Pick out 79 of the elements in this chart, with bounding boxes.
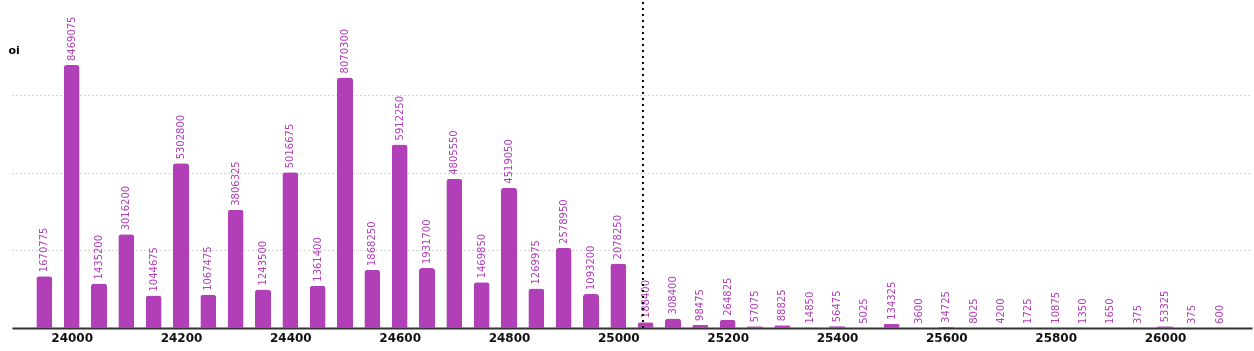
data-label: 5025 <box>858 298 870 324</box>
data-label: 4519050 <box>503 139 514 184</box>
data-label: 8025 <box>967 298 979 324</box>
x-tick-label: 24400 <box>269 330 312 345</box>
data-label: 1350 <box>1077 298 1088 324</box>
x-tick-label: 25800 <box>1035 330 1078 345</box>
data-label: 3600 <box>913 298 924 324</box>
data-label: 1650 <box>1104 298 1116 324</box>
data-label: 375 <box>1131 304 1143 324</box>
data-label: 3806325 <box>229 161 241 206</box>
bar <box>255 289 271 328</box>
bar <box>446 178 463 328</box>
x-tick-label: 25400 <box>816 330 859 345</box>
bar <box>528 288 545 328</box>
bar <box>364 270 381 328</box>
bar <box>610 263 627 328</box>
bar <box>145 295 162 328</box>
data-label: 1469850 <box>475 233 487 279</box>
data-label: 600 <box>1213 304 1225 324</box>
data-label: 1931700 <box>421 219 432 265</box>
data-label: 1243500 <box>257 240 268 286</box>
x-tick-label: 24600 <box>379 330 422 345</box>
bar <box>473 282 490 328</box>
y-axis-title: oi <box>8 43 20 57</box>
bar <box>501 187 517 328</box>
data-label: 134325 <box>885 281 897 320</box>
data-label: 5016675 <box>284 123 296 169</box>
data-label: 10875 <box>1049 291 1061 324</box>
data-label: 5302800 <box>175 114 186 160</box>
data-label: 1725 <box>1022 298 1034 324</box>
data-label: 8469075 <box>65 16 77 62</box>
data-label: 188400 <box>639 279 651 319</box>
data-label: 1269975 <box>530 240 542 285</box>
x-tick-label: 25600 <box>925 330 968 345</box>
bar <box>391 144 408 328</box>
data-label: 8070300 <box>339 28 350 74</box>
bar <box>692 324 709 328</box>
data-label: 1670775 <box>38 227 50 273</box>
data-label: 56475 <box>831 290 842 323</box>
data-label: 34725 <box>940 291 952 323</box>
data-label: 264825 <box>721 277 733 316</box>
bar <box>227 209 244 328</box>
bar <box>419 268 435 328</box>
data-label: 375 <box>1186 304 1198 324</box>
data-label: 1044675 <box>147 247 159 292</box>
bar <box>583 294 599 328</box>
bar <box>63 65 80 328</box>
data-label: 2578950 <box>557 199 569 244</box>
bar <box>91 283 107 328</box>
bar <box>173 163 189 328</box>
data-label: 1361400 <box>311 237 323 282</box>
data-label: 53325 <box>1159 290 1170 323</box>
data-label: 98475 <box>694 289 706 321</box>
bar <box>282 172 299 328</box>
data-label: 57075 <box>749 290 760 323</box>
data-label: 1435200 <box>93 234 104 280</box>
x-tick-label: 26000 <box>1144 330 1187 345</box>
x-tick-label: 24800 <box>488 330 531 345</box>
bar <box>337 77 353 328</box>
bar <box>309 285 326 328</box>
x-tick-label: 24200 <box>160 330 203 345</box>
data-label: 14850 <box>803 291 815 324</box>
x-tick-label: 25000 <box>597 330 640 345</box>
bar <box>200 294 217 328</box>
bar <box>555 247 572 328</box>
data-label: 1067475 <box>202 246 214 291</box>
data-label: 1093200 <box>585 245 596 291</box>
data-label: 88825 <box>776 289 788 322</box>
x-tick-label: 25200 <box>707 330 750 345</box>
x-tick-label: 24000 <box>51 330 94 345</box>
data-label: 1868250 <box>366 221 378 266</box>
data-label: 5912250 <box>393 95 405 141</box>
data-label: 4200 <box>995 298 1006 324</box>
data-label: 4805550 <box>448 130 460 175</box>
data-label: 2078250 <box>612 214 624 260</box>
data-label: 3016200 <box>120 185 132 231</box>
bar <box>118 234 135 328</box>
data-label: 308400 <box>667 276 678 315</box>
bar <box>36 276 53 328</box>
